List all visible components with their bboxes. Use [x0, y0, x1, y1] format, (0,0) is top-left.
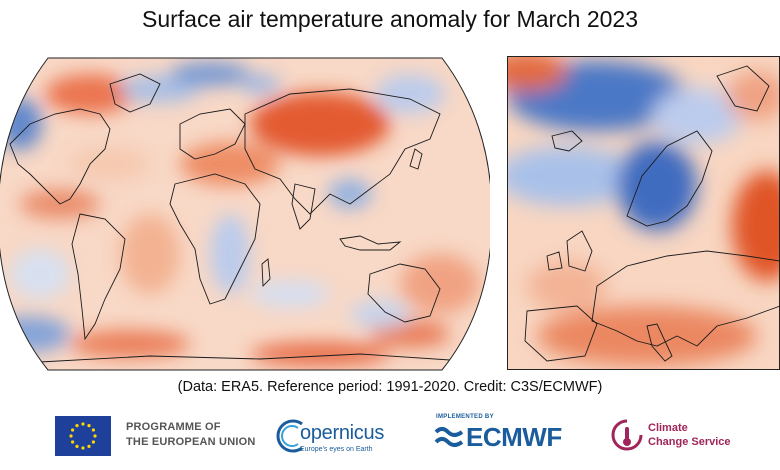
ecmwf-wordmark: ECMWF — [466, 422, 562, 452]
c3s-line-2: Change Service — [648, 436, 731, 448]
copernicus-wordmark: opernicus — [300, 422, 385, 444]
map-title: Surface air temperature anomaly for Marc… — [141, 6, 639, 32]
implemented-by-label: IMPLEMENTED BY — [436, 414, 494, 420]
eu-flag-icon — [55, 416, 111, 456]
logo-footer: PROGRAMME OF THE EUROPEAN UNION opernicu… — [0, 408, 780, 470]
europe-anomaly-map — [507, 56, 780, 370]
copernicus-c-icon — [276, 419, 303, 453]
ecmwf-wave-icon — [434, 427, 464, 447]
copernicus-tagline: Europe's eyes on Earth — [300, 446, 373, 453]
eu-line-2: THE EUROPEAN UNION — [126, 436, 256, 448]
thermometer-icon — [611, 419, 643, 451]
data-credit-caption: (Data: ERA5. Reference period: 1991-2020… — [177, 379, 603, 395]
c3s-label: Climate Change Service — [648, 421, 731, 449]
world-anomaly-map — [0, 57, 490, 371]
c3s-line-1: Climate — [648, 422, 688, 434]
eu-programme-label: PROGRAMME OF THE EUROPEAN UNION — [126, 420, 256, 450]
eu-line-1: PROGRAMME OF — [126, 421, 221, 433]
